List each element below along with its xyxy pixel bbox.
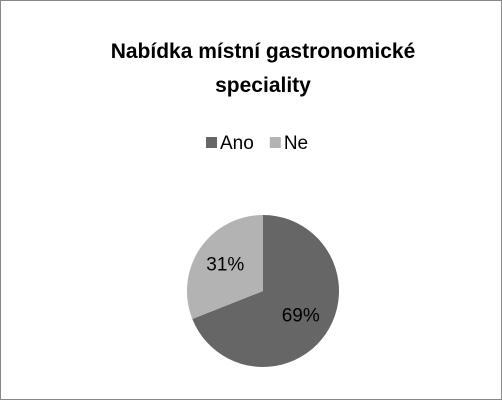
pie-slice xyxy=(192,215,339,367)
chart-title: Nabídka místní gastronomické speciality xyxy=(110,40,416,97)
legend-swatch xyxy=(269,137,281,148)
legend-swatch xyxy=(206,137,217,148)
data-label: 69% xyxy=(282,306,320,327)
data-label: 31% xyxy=(206,254,244,275)
pie-slice xyxy=(186,214,263,319)
legend-label: Ne xyxy=(284,133,308,154)
legend-label: Ano xyxy=(220,133,254,154)
